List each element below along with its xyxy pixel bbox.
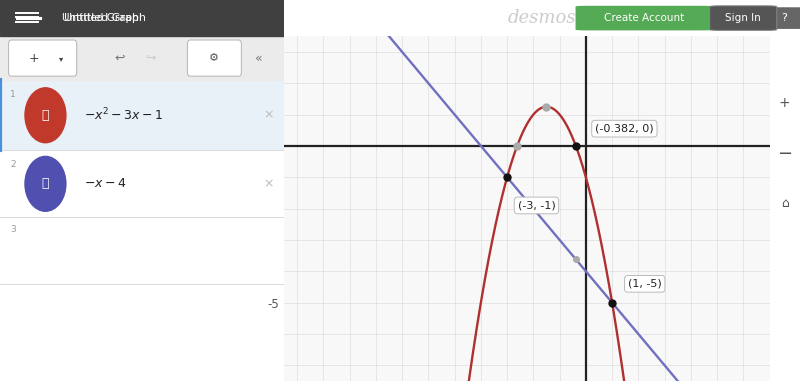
Text: 🔧: 🔧 — [782, 13, 788, 23]
FancyBboxPatch shape — [187, 40, 242, 76]
Bar — [0, 150, 284, 217]
Text: ⤴: ⤴ — [768, 11, 776, 25]
Text: ⚙: ⚙ — [210, 53, 219, 63]
Text: 𝒩: 𝒩 — [42, 177, 49, 190]
Text: ↩: ↩ — [114, 51, 125, 65]
Text: (1, -5): (1, -5) — [628, 279, 662, 289]
FancyBboxPatch shape — [575, 6, 712, 30]
Text: Sign In: Sign In — [726, 13, 761, 23]
Text: or: or — [704, 13, 715, 23]
Text: +: + — [29, 51, 39, 65]
Text: Create Account: Create Account — [604, 13, 684, 23]
Circle shape — [640, 8, 800, 28]
Text: Untitled Graph: Untitled Graph — [64, 13, 146, 23]
Text: 3: 3 — [10, 225, 16, 234]
Bar — [0, 80, 284, 150]
Text: (-3, -1): (-3, -1) — [518, 200, 555, 210]
Text: −: − — [778, 145, 792, 163]
Text: Untitled Graph: Untitled Graph — [62, 13, 139, 23]
Text: +: + — [779, 96, 790, 110]
Text: (-0.382, 0): (-0.382, 0) — [595, 124, 654, 134]
Text: 𝒩: 𝒩 — [42, 109, 49, 122]
Circle shape — [25, 88, 66, 142]
Text: «: « — [254, 51, 262, 65]
Text: ×: × — [263, 177, 274, 190]
Text: desmos: desmos — [508, 9, 576, 27]
Text: ↪: ↪ — [146, 51, 156, 65]
Text: ×: × — [263, 109, 274, 122]
Text: 2: 2 — [10, 160, 15, 169]
Text: $-x^2 - 3x - 1$: $-x^2 - 3x - 1$ — [84, 107, 163, 123]
FancyBboxPatch shape — [710, 6, 777, 30]
Text: $-x - 4$: $-x - 4$ — [84, 177, 126, 190]
Text: ▾: ▾ — [59, 54, 63, 62]
Text: ⌂: ⌂ — [781, 197, 789, 210]
Circle shape — [25, 157, 66, 211]
Text: 1: 1 — [10, 90, 16, 99]
Text: ?: ? — [782, 13, 787, 23]
Bar — [0, 0, 284, 36]
FancyBboxPatch shape — [9, 40, 77, 76]
Bar — [0, 36, 284, 80]
